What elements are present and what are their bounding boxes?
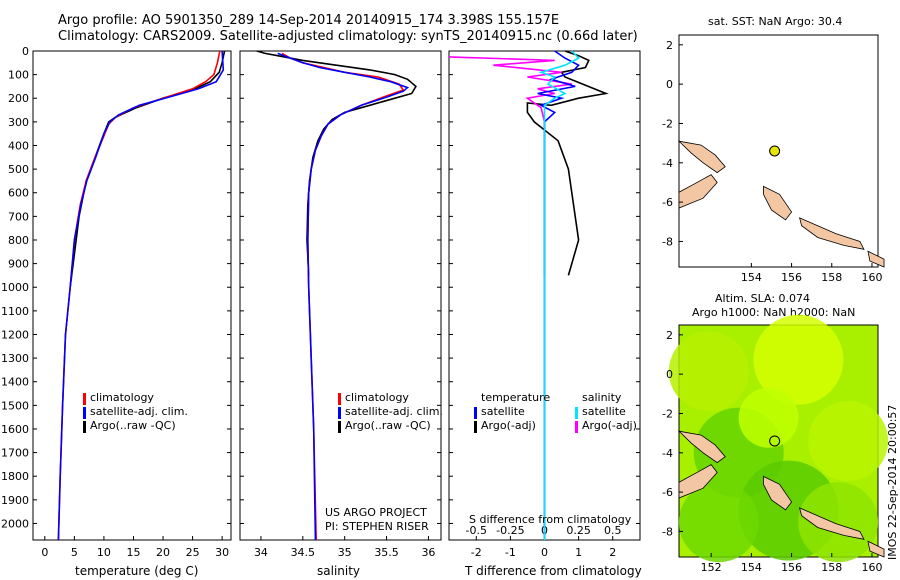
x-tick-label: -1 bbox=[505, 546, 516, 559]
series-line-satellite-adj--clim- bbox=[277, 52, 410, 541]
depth-tick-label: 500 bbox=[8, 163, 29, 176]
depth-tick-label: 200 bbox=[8, 92, 29, 105]
series-line-climatology bbox=[281, 52, 405, 541]
x-tick-label: 35.5 bbox=[374, 546, 399, 559]
diff-legend-temp-satellite: satellite bbox=[481, 405, 525, 418]
x-tick-label: 0 bbox=[41, 546, 48, 559]
diff-xlabel: T difference from climatology bbox=[465, 564, 642, 578]
series-line-argo--adj- bbox=[448, 56, 572, 276]
legend-swatch-climatology bbox=[83, 393, 86, 405]
depth-tick-label: 300 bbox=[8, 116, 29, 129]
legend-swatch-t-satellite bbox=[474, 407, 477, 419]
depth-tick-label: 1200 bbox=[1, 328, 29, 341]
diff-legend-title-salinity: salinity bbox=[582, 391, 622, 404]
depth-tick-label: 900 bbox=[8, 258, 29, 271]
s-diff-tick-label: -0.25 bbox=[496, 524, 524, 537]
s-diff-tick-label: -0.5 bbox=[466, 524, 487, 537]
sal-legend-climatology: climatology bbox=[345, 391, 409, 404]
depth-tick-label: 1400 bbox=[1, 376, 29, 389]
temp-legend-climatology: climatology bbox=[90, 391, 154, 404]
s-diff-tick-label: 0.25 bbox=[566, 524, 591, 537]
depth-tick-label: 1300 bbox=[1, 352, 29, 365]
legend-swatch-argo bbox=[83, 421, 86, 433]
x-tick-label: 34 bbox=[254, 546, 268, 559]
sal-legend-satellite: satellite-adj. clim. bbox=[345, 405, 443, 418]
legend-swatch-satellite bbox=[338, 407, 341, 419]
legend-swatch-satellite bbox=[83, 407, 86, 419]
depth-tick-label: 1600 bbox=[1, 423, 29, 436]
depth-tick-label: 1800 bbox=[1, 470, 29, 483]
sal-xlabel: salinity bbox=[317, 564, 361, 578]
s-diff-tick-label: 0.5 bbox=[604, 524, 622, 537]
pi-annotation: PI: STEPHEN RISER bbox=[325, 520, 429, 533]
series-line-satellite-adj--clim- bbox=[57, 50, 225, 541]
sla-map-title2: Argo h1000: NaN h2000: NaN bbox=[692, 306, 856, 319]
legend-swatch-s-argo bbox=[575, 421, 578, 433]
diff-legend-sal-satellite: satellite bbox=[582, 405, 626, 418]
legend-swatch-s-satellite bbox=[575, 407, 578, 419]
imos-timestamp: IMOS 22-Sep-2014 20:00:57 bbox=[886, 404, 899, 560]
x-tick-label: 25 bbox=[186, 546, 200, 559]
depth-tick-label: 1700 bbox=[1, 447, 29, 460]
legend-swatch-climatology bbox=[338, 393, 341, 405]
legend-swatch-t-argo bbox=[474, 421, 477, 433]
series-line-argo---raw--qc- bbox=[69, 50, 226, 288]
temp-legend-argo: Argo(..raw -QC) bbox=[90, 419, 176, 432]
depth-tick-label: 2000 bbox=[1, 517, 29, 530]
depth-tick-label: 100 bbox=[8, 69, 29, 82]
sal-legend-argo: Argo(..raw -QC) bbox=[345, 419, 431, 432]
series-line-satellite bbox=[538, 50, 580, 540]
sst-map-title: sat. SST: NaN Argo: 30.4 bbox=[708, 15, 843, 28]
x-tick-label: 2 bbox=[609, 546, 616, 559]
diff-legend-temp-argo: Argo(-adj) bbox=[481, 419, 536, 432]
diff-legend-sal-argo: Argo(-adj) bbox=[582, 419, 637, 432]
temp-legend-satellite: satellite-adj. clim. bbox=[90, 405, 188, 418]
x-tick-label: 35 bbox=[338, 546, 352, 559]
depth-tick-label: 0 bbox=[22, 45, 29, 58]
plot-frame bbox=[32, 50, 232, 541]
diff-legend-title-temperature: temperature bbox=[481, 391, 551, 404]
chart-title-line2: Climatology: CARS2009. Satellite-adjuste… bbox=[58, 29, 638, 44]
legend-swatch-argo bbox=[338, 421, 341, 433]
x-tick-label: 10 bbox=[97, 546, 111, 559]
x-tick-label: -2 bbox=[471, 546, 482, 559]
depth-tick-label: 400 bbox=[8, 139, 29, 152]
series-line-climatology bbox=[57, 50, 221, 541]
series-line-argo---raw--qc- bbox=[256, 50, 417, 276]
depth-tick-label: 1000 bbox=[1, 281, 29, 294]
temp-xlabel: temperature (deg C) bbox=[75, 564, 199, 578]
x-tick-label: 15 bbox=[126, 546, 140, 559]
depth-tick-label: 1900 bbox=[1, 494, 29, 507]
x-tick-label: 20 bbox=[156, 546, 170, 559]
series-line-argo--adj- bbox=[526, 50, 609, 276]
x-tick-label: 30 bbox=[215, 546, 229, 559]
plot-frame bbox=[239, 50, 442, 541]
depth-tick-label: 700 bbox=[8, 210, 29, 223]
depth-tick-label: 800 bbox=[8, 234, 29, 247]
x-tick-label: 0 bbox=[541, 546, 548, 559]
sla-map-title1: Altim. SLA: 0.074 bbox=[715, 292, 811, 305]
x-tick-label: 36 bbox=[421, 546, 435, 559]
depth-tick-label: 1100 bbox=[1, 305, 29, 318]
x-tick-label: 34.5 bbox=[291, 546, 316, 559]
x-tick-label: 5 bbox=[71, 546, 78, 559]
project-annotation: US ARGO PROJECT bbox=[325, 506, 427, 519]
s-diff-axis-label: S difference from climatology bbox=[469, 513, 632, 526]
depth-tick-label: 1500 bbox=[1, 399, 29, 412]
depth-tick-label: 600 bbox=[8, 187, 29, 200]
x-tick-label: 1 bbox=[575, 546, 582, 559]
chart-title-line1: Argo profile: AO 5901350_289 14-Sep-2014… bbox=[58, 13, 560, 28]
